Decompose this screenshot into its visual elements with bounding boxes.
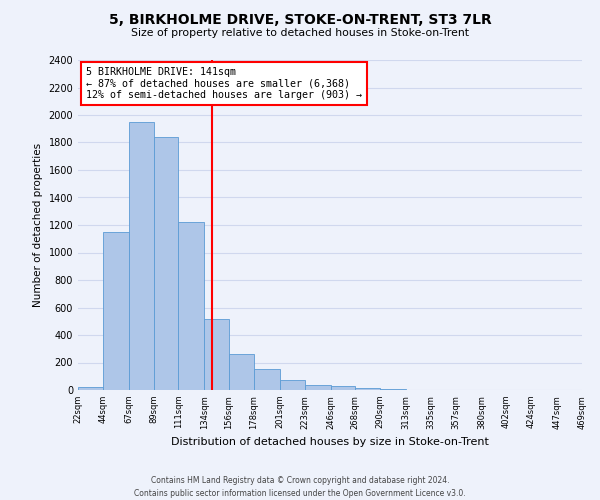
Bar xyxy=(178,222,204,390)
Bar xyxy=(204,318,229,390)
Bar xyxy=(305,384,331,390)
X-axis label: Distribution of detached houses by size in Stoke-on-Trent: Distribution of detached houses by size … xyxy=(171,437,489,447)
Bar xyxy=(331,386,355,390)
Bar xyxy=(254,370,280,390)
Bar xyxy=(280,380,305,390)
Bar xyxy=(229,354,254,390)
Text: 5 BIRKHOLME DRIVE: 141sqm
← 87% of detached houses are smaller (6,368)
12% of se: 5 BIRKHOLME DRIVE: 141sqm ← 87% of detac… xyxy=(86,66,362,100)
Text: 5, BIRKHOLME DRIVE, STOKE-ON-TRENT, ST3 7LR: 5, BIRKHOLME DRIVE, STOKE-ON-TRENT, ST3 … xyxy=(109,12,491,26)
Bar xyxy=(154,137,178,390)
Bar xyxy=(129,122,154,390)
Bar xyxy=(355,388,380,390)
Text: Size of property relative to detached houses in Stoke-on-Trent: Size of property relative to detached ho… xyxy=(131,28,469,38)
Text: Contains HM Land Registry data © Crown copyright and database right 2024.
Contai: Contains HM Land Registry data © Crown c… xyxy=(134,476,466,498)
Bar xyxy=(103,232,129,390)
Bar xyxy=(78,386,103,390)
Y-axis label: Number of detached properties: Number of detached properties xyxy=(33,143,43,307)
